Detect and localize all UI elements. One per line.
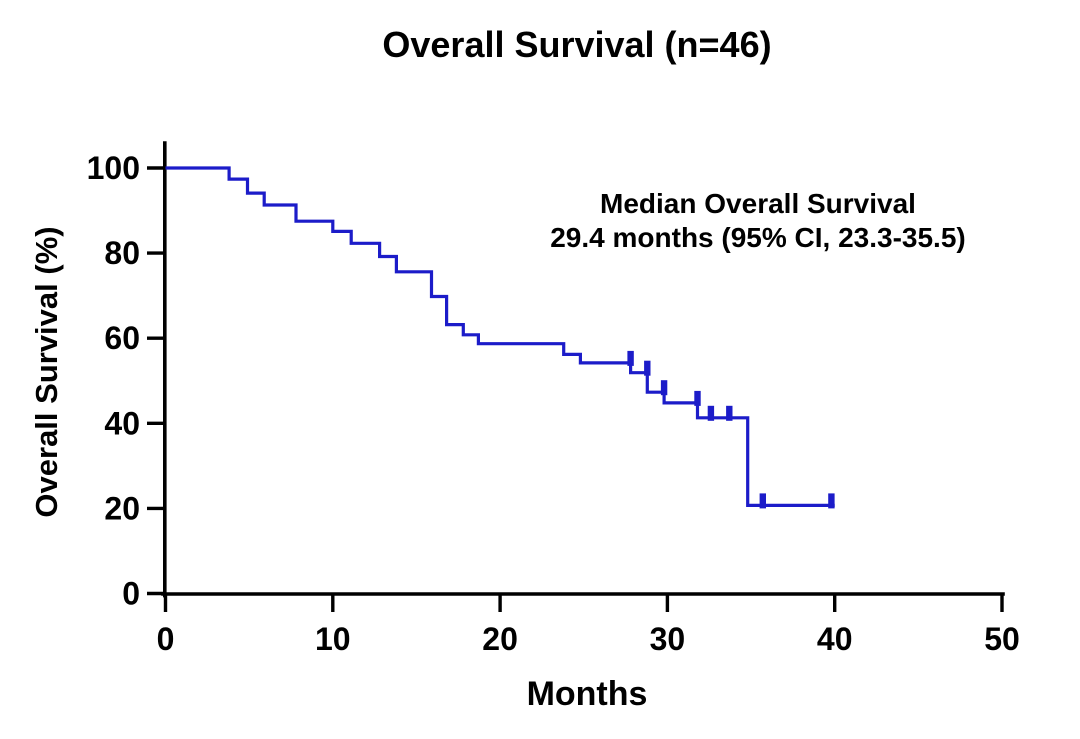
survival-curve [165, 166, 835, 507]
censor-tick-mark [707, 405, 715, 421]
x-axis-label: Months [527, 675, 648, 713]
x-tick-label: 50 [984, 621, 1020, 657]
y-axis-label: Overall Survival (%) [29, 226, 64, 517]
censor-tick-mark [726, 405, 733, 421]
censor-tick-mark [644, 360, 651, 376]
y-tick-label: 20 [104, 490, 140, 526]
x-tick-label: 30 [650, 621, 686, 657]
censor-tick-mark [759, 493, 766, 509]
annotation-median-os-line1: Median Overall Survival [600, 188, 916, 219]
x-tick-label: 20 [482, 621, 518, 657]
censor-tick-mark [694, 390, 701, 406]
y-tick-label: 100 [87, 150, 140, 186]
censor-tick-mark [828, 493, 835, 509]
censor-tick-mark [660, 380, 668, 396]
y-ticks: 0 20 40 60 80 100 [87, 150, 164, 612]
chart-title: Overall Survival (n=46) [382, 24, 771, 65]
y-tick-label: 40 [104, 405, 140, 441]
y-tick-label: 0 [122, 576, 140, 612]
annotation-median-os-line2: 29.4 months (95% CI, 23.3-35.5) [550, 222, 966, 253]
censor-tick-mark [627, 350, 634, 366]
x-tick-label: 40 [817, 621, 853, 657]
x-tick-label: 10 [315, 621, 351, 657]
y-tick-label: 60 [104, 320, 140, 356]
x-tick-label: 0 [157, 621, 175, 657]
censor-ticks [627, 350, 835, 509]
y-tick-label: 80 [104, 235, 140, 271]
x-ticks: 0 10 20 30 40 50 [157, 595, 1020, 657]
